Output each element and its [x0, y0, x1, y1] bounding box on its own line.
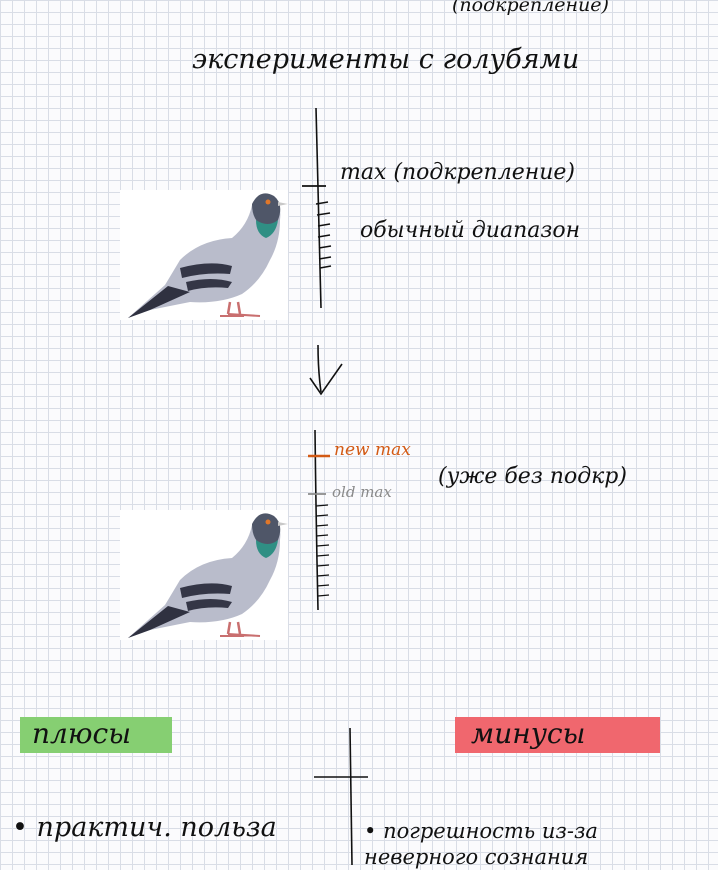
cons-item-text: погрешность из-за неверного сознания [364, 819, 598, 869]
pros-item-text: практич. польза [36, 812, 277, 843]
top-note-text: (подкрепление) [452, 0, 609, 16]
pros-list-item: • практич. польза [12, 812, 277, 843]
new-max-label: new max [334, 440, 411, 460]
max-reinforcement-label: max (подкрепление) [340, 160, 576, 185]
pros-header-text: плюсы [32, 717, 131, 750]
cons-header: минусы [455, 717, 660, 753]
cons-list-item: • погрешность из-за неверного сознания [364, 819, 598, 869]
page-title: эксперименты с голубями [192, 44, 580, 75]
no-reinforcement-note: (уже без подкр) [438, 464, 627, 489]
cons-header-text: минусы [471, 717, 586, 750]
normal-range-label: обычный диапазон [360, 218, 581, 243]
pros-header: плюсы [20, 717, 172, 753]
old-max-label: old max [332, 483, 392, 501]
